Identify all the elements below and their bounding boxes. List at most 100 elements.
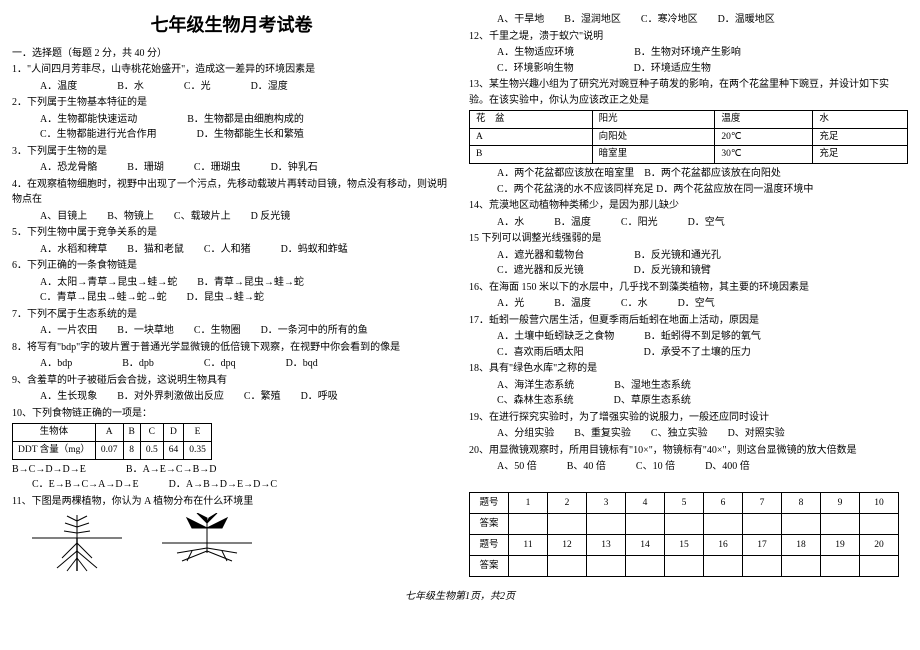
q8-c: C．dpq [204,358,236,369]
q9-a: A．生长现象 [40,391,97,402]
q4-c: C、载玻片上 [174,211,231,222]
section1-heading: 一．选择题（每题 2 分，共 40 分） [12,46,451,62]
plant-images [32,513,451,573]
q17: 17．蚯蚓一般营穴居生活，但夏季雨后蚯蚓在地面上活动，原因是 [469,313,908,329]
q16-c: C．水 [621,298,648,309]
q4-a: A、目镜上 [40,211,87,222]
q4-b: B、物镜上 [107,211,154,222]
q13-b: B．两个花盆都应该放在向阳处 [644,168,781,179]
left-column: 七年级生物月考试卷 一．选择题（每题 2 分，共 40 分） 1．"人间四月芳菲… [12,12,451,579]
q14-b: B．温度 [554,217,591,228]
q19-c: C、独立实验 [651,428,708,439]
q10-d: D．A→B→D→E→D→C [169,479,277,490]
q8-a: A．bdp [40,358,72,369]
q20-a: A、50 倍 [497,461,537,472]
q15: 15 下列可以调整光线强弱的是 [469,231,908,247]
q12-d: D．环境适应生物 [634,63,711,74]
q18-c: C、森林生态系统 [497,395,574,406]
q17-a: A．土壤中蚯蚓缺乏之食物 [497,331,614,342]
q17-c: C．喜欢雨后晒太阳 [497,347,584,358]
q20: 20、用显微镜观察时，所用目镜标有"10×"，物镜标有"40×"，则这台显微镜的… [469,443,908,459]
q3-a: A．恐龙骨骼 [40,162,97,173]
q6-c: C．青草→昆虫→蛙→蛇→蛇 [40,292,167,303]
q7: 7．下列不属于生态系统的是 [12,307,451,323]
q8: 8．将写有"bdp"字的玻片置于普通光学显微镜的低倍镜下观察，在视野中你会看到的… [12,340,451,356]
q13-cd: C．两个花盆浇的水不应该同样充足 D．两个花盆应放在同一温度环境中 [497,184,813,195]
q6-a: A．太阳→青草→昆虫→蛙→蛇 [40,277,177,288]
q9: 9、含羞草的叶子被碰后会合拢，这说明生物具有 [12,373,451,389]
q2-d: D．生物都能生长和繁殖 [197,129,304,140]
plant-b-icon [162,513,252,573]
q2: 2．下列属于生物基本特征的是 [12,95,451,111]
q5-a: A．水稻和稗草 [40,244,107,255]
q15-a: A．遮光器和载物台 [497,250,584,261]
q7-d: D．一条河中的所有的鱼 [261,325,368,336]
q3: 3．下列属于生物的是 [12,144,451,160]
q14-d: D．空气 [688,217,725,228]
q14-c: C．阳光 [621,217,658,228]
q15-b: B．反光镜和通光孔 [634,250,721,261]
q11-b: B．湿润地区 [564,14,621,25]
q16-b: B．温度 [554,298,591,309]
q17-b: B．蚯蚓得不到足够的氧气 [644,331,761,342]
q15-c: C．遮光器和反光镜 [497,265,584,276]
q17-d: D．承受不了土壤的压力 [644,347,751,358]
q19: 19、在进行探究实验时，为了增强实验的说服力，一般还应同时设计 [469,410,908,426]
q7-a: A．一片农田 [40,325,97,336]
q11-c: C．寒冷地区 [641,14,698,25]
q2-b: B．生物都是由细胞构成的 [187,114,304,125]
q6-b: B．青草→昆虫→蛙→蛇 [197,277,304,288]
q1-a: A．温度 [40,81,77,92]
q1: 1．"人间四月芳菲尽，山寺桃花始盛开"，造成这一差异的环境因素是 [12,62,451,78]
q9-d: D．呼吸 [301,391,338,402]
right-column: A、干旱地 B．湿润地区 C．寒冷地区 D．温暖地区 12、千里之堤，溃于蚁穴"… [469,12,908,579]
q18-a: A、海洋生态系统 [497,380,574,391]
q1-b: B．水 [117,81,144,92]
q11-a: A、干旱地 [497,14,544,25]
q3-d: D．钟乳石 [271,162,318,173]
q4-d: D 反光镜 [251,211,291,222]
q13-a: A．两个花盆都应该放在暗室里 [497,168,634,179]
q18-d: D、草原生态系统 [614,395,691,406]
q19-a: A、分组实验 [497,428,554,439]
q3-b: B．珊瑚 [127,162,164,173]
q12: 12、千里之堤，溃于蚁穴"说明 [469,29,908,45]
plant-a-icon [32,513,122,573]
q20-d: D、400 倍 [705,461,750,472]
q18: 18、具有"绿色水库"之称的是 [469,361,908,377]
q11: 11、下图是两棵植物，你认为 A 植物分布在什么环境里 [12,494,451,510]
page-footer: 七年级生物第1页，共2页 [12,587,908,602]
q15-d: D．反光镜和镜臂 [634,265,711,276]
q12-a: A．生物适应环境 [497,47,574,58]
q14: 14、荒漠地区动植物种类稀少，是因为那儿缺少 [469,198,908,214]
q1-c: C．光 [184,81,211,92]
exam-title: 七年级生物月考试卷 [12,12,451,40]
q5-d: D．蚂蚁和蚱蜢 [281,244,348,255]
q16-d: D．空气 [678,298,715,309]
q8-b: B．dpb [122,358,154,369]
q14-a: A．水 [497,217,524,228]
q12-b: B．生物对环境产生影响 [634,47,741,58]
q7-b: B．一块草地 [117,325,174,336]
q16-a: A．光 [497,298,524,309]
q4: 4．在观察植物细胞时，视野中出现了一个污点，先移动载玻片再转动目镜，物点没有移动… [12,177,451,208]
q2-a: A．生物都能快速运动 [40,114,137,125]
q10: 10、下列食物链正确的一项是： [12,406,451,422]
q5: 5．下列生物中属于竞争关系的是 [12,225,451,241]
q10-b: B．A→E→C→B→D [126,464,217,475]
q11-d: D．温暖地区 [718,14,775,25]
q19-b: B、重复实验 [574,428,631,439]
q5-b: B．猫和老鼠 [127,244,184,255]
q13-table: 花 盆阳光温度水 A向阳处20℃充足 B暗室里30℃充足 [469,110,908,164]
q12-c: C．环境影响生物 [497,63,574,74]
q3-c: C．珊瑚虫 [194,162,241,173]
q10-c: C．E→B→C→A→D→E [32,479,139,490]
q9-c: C．繁殖 [244,391,281,402]
q9-b: B．对外界刺激做出反应 [117,391,224,402]
answer-table-1: 题号12345678910 答案 题号11121314151617181920 … [469,492,899,577]
q5-c: C．人和猪 [204,244,251,255]
q6: 6．下列正确的一条食物链是 [12,258,451,274]
q1-d: D．湿度 [251,81,288,92]
q18-b: B、湿地生态系统 [614,380,691,391]
q8-d: D．bqd [286,358,318,369]
